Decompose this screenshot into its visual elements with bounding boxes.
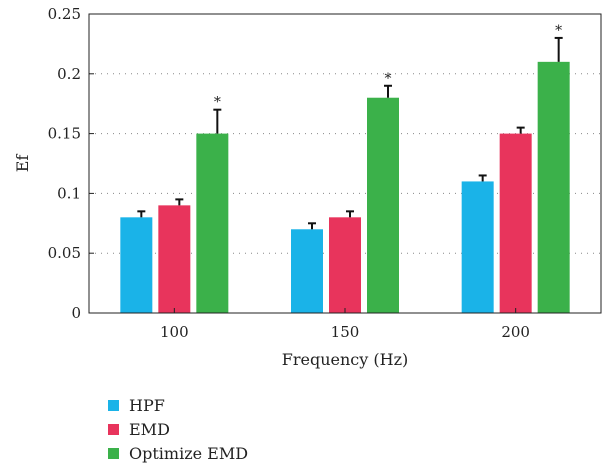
legend-label-emd: EMD [129, 419, 170, 439]
significance-star-200: * [555, 23, 562, 39]
bar-optimize-emd-200 [537, 61, 570, 314]
significance-star-100: * [214, 95, 221, 111]
legend-label-optimize-emd: Optimize EMD [129, 443, 249, 463]
bar-emd-100 [158, 205, 191, 313]
x-axis-label: Frequency (Hz) [282, 350, 409, 369]
bar-optimize-emd-100 [196, 133, 229, 313]
bar-optimize-emd-150 [367, 97, 399, 313]
y-tick-label: 0.25 [48, 5, 81, 23]
legend-label-hpf: HPF [129, 395, 165, 415]
x-tick-label-150: 150 [331, 323, 360, 341]
legend-swatch-emd [108, 423, 119, 435]
y-tick-label: 0.1 [57, 184, 81, 202]
bar-chart: * * * 0 0.05 0.1 0.15 0.2 0.25 100 150 200 Freque… [13, 5, 602, 369]
x-tick-label-200: 200 [501, 323, 530, 341]
bar-hpf-150 [291, 229, 323, 313]
y-tick-label: 0.05 [48, 244, 81, 262]
significance-star-150: * [385, 71, 392, 87]
legend: HPF EMD Optimize EMD [108, 393, 248, 465]
legend-item-optimize-emd: Optimize EMD [108, 441, 248, 465]
significance-markers: * * * [214, 23, 562, 111]
legend-swatch-optimize-emd [108, 447, 119, 459]
x-axis-ticks: 100 150 200 [160, 308, 530, 341]
bar-emd-150 [329, 217, 361, 313]
legend-item-hpf: HPF [108, 393, 248, 417]
x-tick-label-100: 100 [160, 323, 189, 341]
error-bars [137, 36, 563, 230]
y-axis-label: Ef [13, 154, 32, 173]
legend-swatch-hpf [108, 399, 119, 411]
y-axis-ticks: 0 0.05 0.1 0.15 0.2 0.25 [48, 5, 94, 322]
y-tick-label: 0.15 [48, 125, 81, 143]
legend-item-emd: EMD [108, 417, 248, 441]
y-tick-label: 0 [71, 304, 81, 322]
bar-emd-200 [499, 133, 532, 313]
bars [120, 61, 570, 314]
y-tick-label: 0.2 [57, 65, 81, 83]
bar-hpf-200 [461, 181, 494, 313]
bar-hpf-100 [120, 217, 153, 313]
